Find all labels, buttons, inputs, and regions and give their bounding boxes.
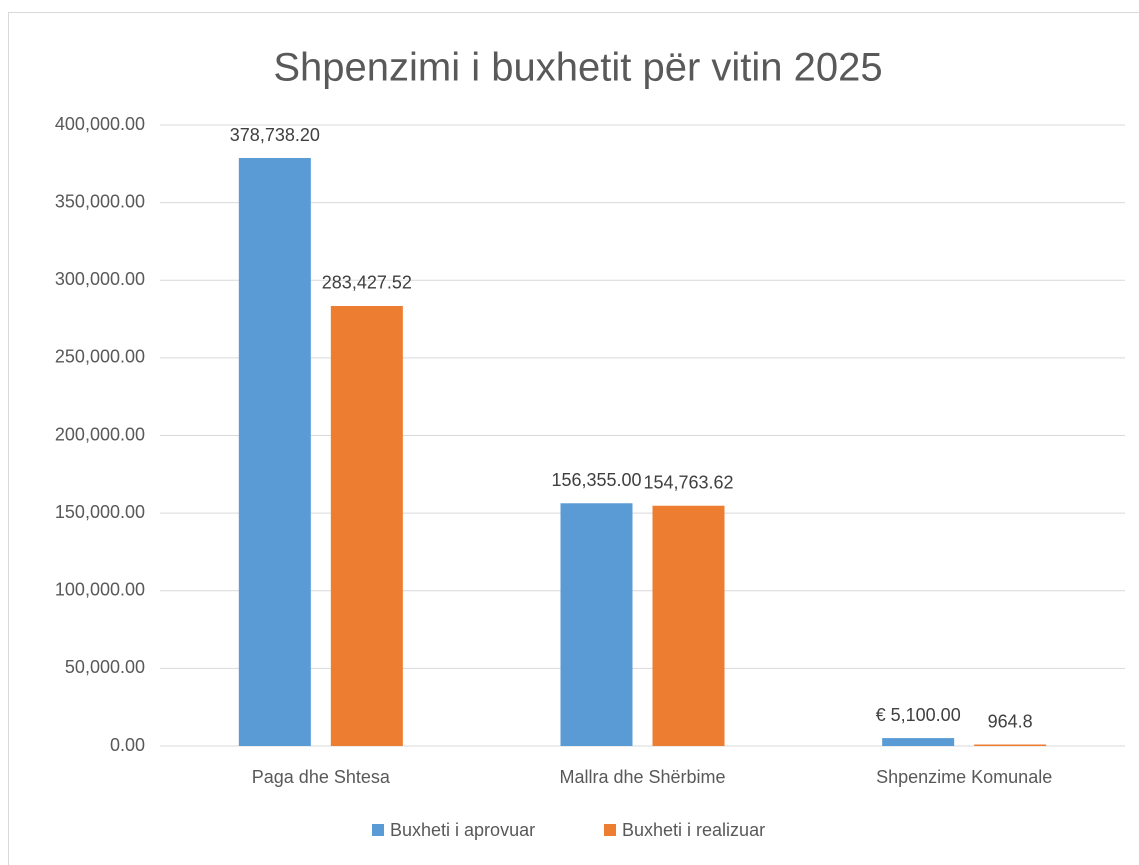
value-label: 154,763.62 xyxy=(643,472,733,492)
bar xyxy=(652,505,725,746)
bar xyxy=(560,503,633,746)
legend-swatch xyxy=(372,824,384,836)
y-tick-label: 100,000.00 xyxy=(55,580,145,600)
value-label: € 5,100.00 xyxy=(876,705,961,725)
y-tick-label: 0.00 xyxy=(110,735,145,755)
chart-title: Shpenzimi i buxhetit për vitin 2025 xyxy=(273,46,882,90)
y-tick-label: 200,000.00 xyxy=(55,424,145,444)
legend-label: Buxheti i realizuar xyxy=(622,820,765,840)
x-tick-label: Paga dhe Shtesa xyxy=(252,767,391,787)
bar xyxy=(238,158,311,747)
y-tick-label: 400,000.00 xyxy=(55,114,145,134)
value-label: 964.8 xyxy=(988,711,1033,731)
bar xyxy=(330,305,403,746)
x-tick-label: Mallra dhe Shërbime xyxy=(559,767,725,787)
x-tick-label: Shpenzime Komunale xyxy=(876,767,1052,787)
bar xyxy=(882,738,955,746)
value-label: 378,738.20 xyxy=(230,125,320,145)
y-tick-label: 350,000.00 xyxy=(55,191,145,211)
value-label: 156,355.00 xyxy=(551,470,641,490)
bar xyxy=(974,744,1047,746)
y-tick-label: 300,000.00 xyxy=(55,269,145,289)
y-tick-label: 250,000.00 xyxy=(55,347,145,367)
legend-swatch xyxy=(604,824,616,836)
y-tick-label: 150,000.00 xyxy=(55,502,145,522)
value-label: 283,427.52 xyxy=(322,273,412,293)
legend-label: Buxheti i aprovuar xyxy=(390,820,535,840)
y-tick-label: 50,000.00 xyxy=(65,657,145,677)
